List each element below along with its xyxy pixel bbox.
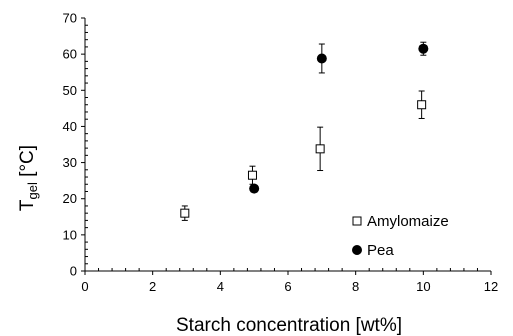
x-tick-label: 12 bbox=[484, 279, 498, 294]
legend: Amylomaize Pea bbox=[352, 213, 449, 259]
series-amylomaize bbox=[180, 90, 427, 221]
legend-label-amylomaize: Amylomaize bbox=[367, 213, 449, 230]
y-tick-label: 0 bbox=[70, 264, 77, 279]
x-axis-label: Starch concentration [wt%] bbox=[176, 315, 402, 336]
y-tick-label: 10 bbox=[63, 227, 77, 242]
data-marks bbox=[180, 41, 429, 221]
data-point-amylomaize bbox=[247, 170, 257, 180]
legend-marker-pea bbox=[352, 245, 362, 255]
y-tick-label: 50 bbox=[63, 83, 77, 98]
data-point-amylomaize bbox=[180, 208, 190, 218]
y-axis-label-subscript: gel bbox=[25, 182, 40, 199]
data-point-amylomaize bbox=[315, 144, 325, 154]
y-axis-label-main: T bbox=[17, 199, 38, 211]
y-tick-label: 70 bbox=[63, 11, 77, 26]
x-tick-label: 8 bbox=[352, 279, 359, 294]
x-axis-ticks: 0 2 4 6 8 10 12 bbox=[81, 268, 498, 294]
data-point-pea bbox=[418, 43, 429, 54]
x-tick-label: 6 bbox=[284, 279, 291, 294]
y-axis-label: Tgel [°C] bbox=[17, 145, 40, 211]
y-axis-ticks: 0 10 20 30 40 50 60 70 bbox=[63, 11, 88, 279]
x-tick-label: 0 bbox=[81, 279, 88, 294]
x-tick-label: 2 bbox=[149, 279, 156, 294]
axes bbox=[84, 18, 491, 272]
x-tick-label: 4 bbox=[217, 279, 224, 294]
y-tick-label: 30 bbox=[63, 155, 77, 170]
legend-marker-amylomaize bbox=[352, 216, 362, 226]
x-tick-label: 10 bbox=[416, 279, 430, 294]
legend-label-pea: Pea bbox=[367, 242, 394, 259]
data-point-pea bbox=[316, 53, 327, 64]
y-axis-label-unit: [°C] bbox=[17, 145, 38, 182]
data-point-amylomaize bbox=[417, 100, 427, 110]
series-pea bbox=[249, 41, 429, 194]
y-tick-label: 40 bbox=[63, 119, 77, 134]
data-point-pea bbox=[249, 183, 260, 194]
y-tick-label: 20 bbox=[63, 191, 77, 206]
y-tick-label: 60 bbox=[63, 47, 77, 62]
